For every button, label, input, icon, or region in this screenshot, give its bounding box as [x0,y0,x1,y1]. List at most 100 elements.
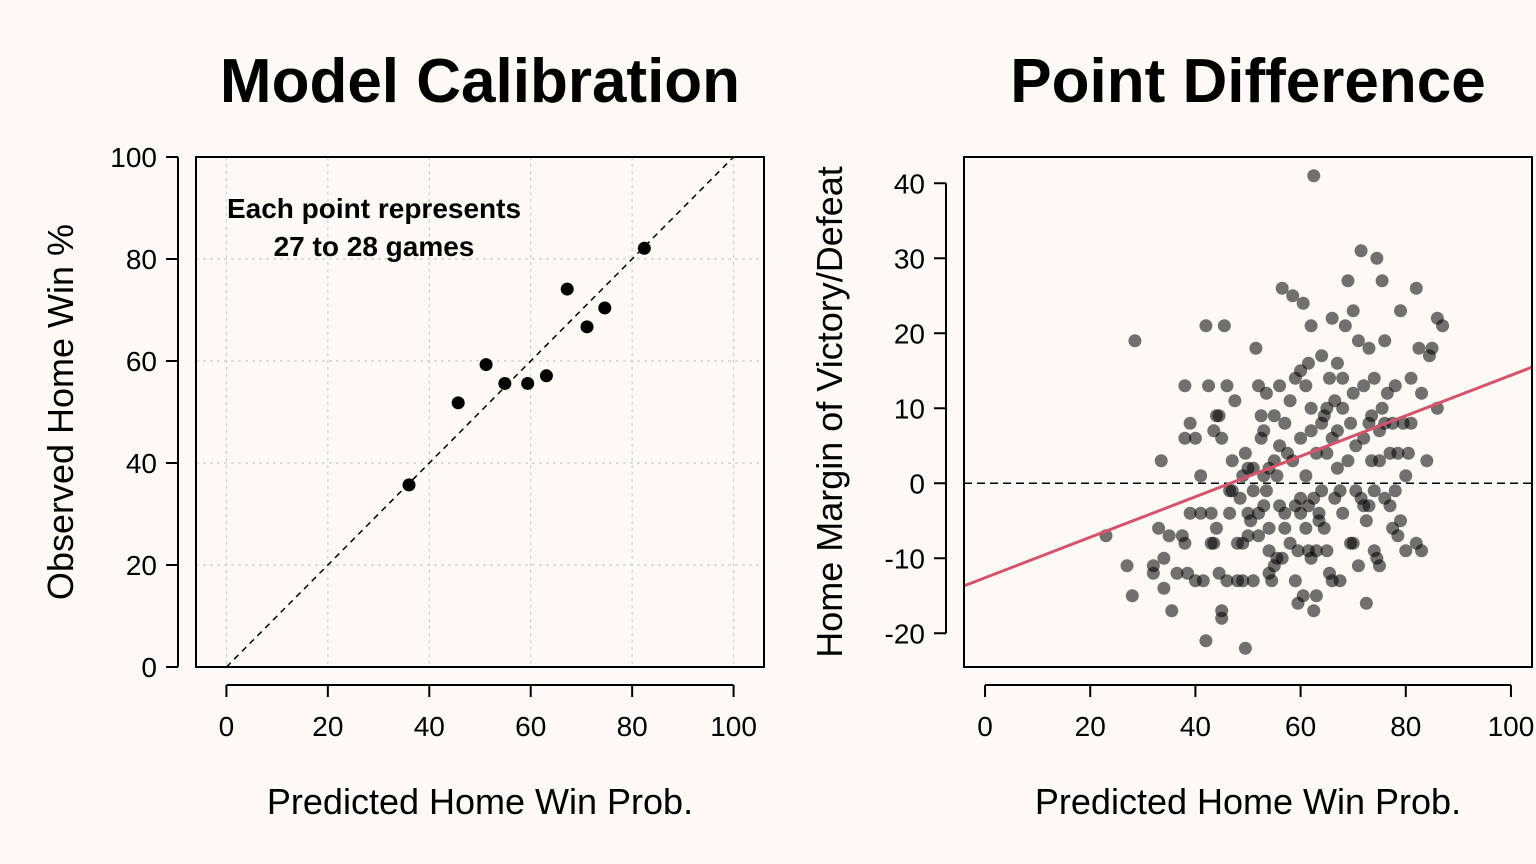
point-difference-point [1436,319,1450,333]
point-difference-point [1278,506,1292,520]
point-difference-point [1320,446,1334,460]
point-difference-point [1202,379,1216,393]
point-difference-point [1312,506,1326,520]
point-difference-point [1336,371,1350,385]
point-difference-title: Point Difference [1010,47,1485,116]
point-difference-point [1220,574,1234,588]
point-difference-point [1183,416,1197,430]
point-difference-point [1223,506,1237,520]
point-difference-point [1252,529,1266,543]
calibration-point [580,320,594,334]
point-difference-point [1120,559,1134,573]
calibration-y-tick-label: 60 [126,346,157,377]
point-difference-point [1301,356,1315,370]
calibration-annotation-line-1: Each point represents [227,193,521,224]
point-difference-point [1333,484,1347,498]
point-difference-x-tick-label: 40 [1180,711,1211,742]
point-difference-point [1367,371,1381,385]
point-difference-point [1178,431,1192,445]
point-difference-point [1394,304,1408,318]
calibration-y-axis: 0 20 40 60 80 100 [110,142,179,683]
point-difference-point [1299,521,1313,535]
point-difference-point [1357,431,1371,445]
point-difference-point [1415,544,1429,558]
point-difference-point [1254,409,1268,423]
point-difference-y-tick-label: 0 [909,468,925,499]
calibration-y-tick-label: 40 [126,448,157,479]
point-difference-y-axis: -20 -10 0 10 20 30 40 [885,168,947,649]
point-difference-point [1183,506,1197,520]
point-difference-point [1420,454,1434,468]
point-difference-point [1152,521,1166,535]
point-difference-point [1217,319,1231,333]
point-difference-point [1338,319,1352,333]
point-difference-point [1238,446,1252,460]
point-difference-point [1372,559,1386,573]
point-difference-point [1220,379,1234,393]
point-difference-point [1394,514,1408,528]
point-difference-panel: Point Difference 0 20 40 60 80 100 -20 -10 0 10 2… [809,47,1534,822]
calibration-x-tick-label: 80 [617,711,648,742]
calibration-y-tick-label: 0 [141,652,157,683]
point-difference-y-tick-label: 10 [894,393,925,424]
point-difference-point [1204,506,1218,520]
calibration-y-tick-label: 100 [110,142,157,173]
point-difference-point [1128,334,1142,348]
point-difference-point [1370,251,1384,265]
calibration-x-tick-label: 40 [414,711,445,742]
point-difference-point [1325,311,1339,325]
calibration-point [479,358,493,372]
point-difference-point [1351,559,1365,573]
calibration-point [498,376,512,390]
point-difference-point [1401,446,1415,460]
calibration-point [637,241,651,255]
point-difference-point [1330,356,1344,370]
point-difference-point [1404,371,1418,385]
point-difference-point [1309,544,1323,558]
calibration-y-tick-label: 80 [126,244,157,275]
point-difference-point [1228,394,1242,408]
point-difference-point [1375,274,1389,288]
calibration-reference-line [225,156,735,668]
calibration-y-tick-label: 20 [126,550,157,581]
point-difference-point [1209,521,1223,535]
point-difference-point [1165,604,1179,618]
point-difference-point [1388,379,1402,393]
point-difference-point [1215,431,1229,445]
point-difference-point [1367,484,1381,498]
point-difference-x-label: Predicted Home Win Prob. [1035,781,1461,822]
calibration-point [598,301,612,315]
point-difference-point [1275,281,1289,295]
point-difference-plot-frame [963,156,1533,668]
point-difference-x-tick-label: 0 [977,711,993,742]
point-difference-point [1330,424,1344,438]
calibration-x-axis: 0 20 40 60 80 100 [219,684,757,742]
point-difference-point [1304,424,1318,438]
point-difference-point [1320,544,1334,558]
point-difference-point [1199,319,1213,333]
point-difference-point [1257,499,1271,513]
point-difference-point [1162,529,1176,543]
point-difference-point [1404,416,1418,430]
point-difference-point [1270,469,1284,483]
calibration-panel: Model Calibration 0 20 40 60 80 100 0 20 40 60 80… [40,47,765,822]
point-difference-point [1207,536,1221,550]
calibration-y-label: Observed Home Win % [40,224,81,600]
point-difference-point [1330,461,1344,475]
point-difference-point [1341,274,1355,288]
point-difference-point [1286,289,1300,303]
point-difference-y-tick-label: -10 [885,543,925,574]
calibration-point [560,282,574,296]
calibration-point [521,376,535,390]
point-difference-point [1354,244,1368,258]
point-difference-y-label: Home Margin of Victory/Defeat [809,166,850,658]
point-difference-point [1278,521,1292,535]
point-difference-point [1259,386,1273,400]
point-difference-point [1336,506,1350,520]
point-difference-point [1146,559,1160,573]
point-difference-points [1099,169,1450,655]
calibration-grid [196,156,764,668]
point-difference-point [1233,491,1247,505]
point-difference-point [1307,169,1321,183]
